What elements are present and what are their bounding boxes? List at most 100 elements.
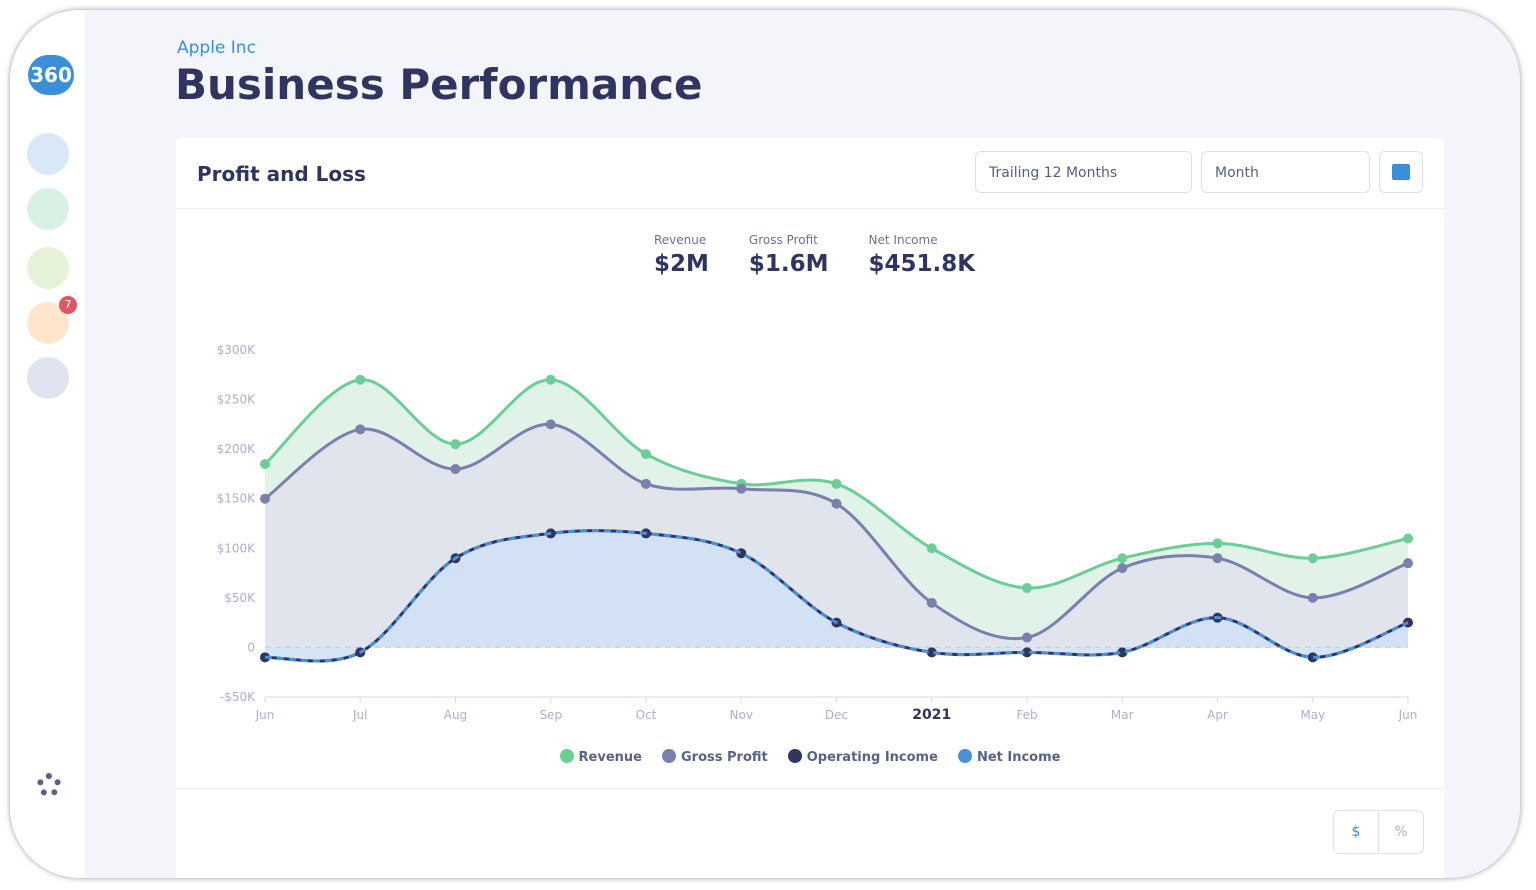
app-frame: 360 7 Apple Inc Business Performance Pro… (10, 10, 1520, 878)
kpi-row: Revenue $2M Gross Profit $1.6M Net Income $45… (654, 233, 975, 277)
point (641, 449, 651, 460)
toggle-option[interactable]: % (1378, 811, 1423, 853)
point (926, 647, 937, 658)
x-tick-label: Apr (1207, 708, 1228, 722)
legend-item[interactable]: Net Income (957, 749, 1061, 765)
point (736, 483, 747, 494)
page-title: Business Performance (175, 60, 703, 109)
calendar-button[interactable] (1379, 151, 1423, 193)
settings[interactable] (37, 773, 61, 797)
x-tick-label: Jun (1398, 708, 1418, 722)
point (1022, 647, 1032, 658)
x-tick-label: Jun (255, 708, 275, 722)
point (831, 478, 842, 489)
legend-dot (559, 749, 574, 763)
x-tick-label: 2021 (912, 707, 951, 723)
point (1212, 553, 1223, 564)
company: Apple Inc (177, 38, 256, 58)
legend-dot (661, 749, 676, 763)
point (1117, 553, 1128, 564)
kpi: Net Income $451.8K (869, 233, 976, 277)
legend-label: Net Income (976, 750, 1061, 765)
point (1403, 558, 1413, 569)
point (1117, 647, 1128, 658)
point (355, 374, 366, 385)
point (1307, 553, 1318, 564)
x-tick-label: May (1300, 708, 1325, 722)
x-tick-label: Jul (352, 708, 367, 722)
y-tick-label: -$50K (220, 690, 256, 704)
legend: Revenue Gross Profit Operating Income Net I… (176, 749, 1444, 765)
granularity-select[interactable]: Month (1201, 151, 1370, 193)
y-tick-label: $300K (217, 343, 257, 357)
point (260, 652, 270, 663)
legend-label: Operating Income (806, 750, 938, 765)
x-tick-label: Sep (539, 708, 562, 722)
logo[interactable]: 360 (28, 55, 74, 95)
y-tick-label: $250K (217, 393, 257, 407)
period-select[interactable]: Trailing 12 Months (975, 151, 1192, 193)
legend-item[interactable]: Revenue (559, 749, 642, 765)
kpi: Revenue $2M (654, 233, 709, 277)
point (1022, 632, 1032, 643)
point (355, 424, 366, 435)
point (641, 478, 651, 489)
nav-cash[interactable] (27, 188, 69, 230)
legend-label: Revenue (578, 750, 642, 765)
badge: 7 (59, 296, 77, 314)
point (1117, 563, 1128, 574)
point (1403, 533, 1413, 544)
y-tick-label: $100K (217, 541, 257, 555)
point (450, 463, 461, 474)
pl-card: Profit and Loss Trailing 12 Months Month… (176, 138, 1444, 878)
point (1307, 652, 1318, 663)
point (1022, 582, 1032, 593)
series-line (263, 378, 1409, 590)
nav-people[interactable] (27, 247, 69, 289)
y-tick-label: $150K (217, 492, 257, 506)
series-line (264, 529, 1409, 663)
chart: -$50K 0 $50K $100K $150K $200K $250K $300K Jun Ju… (217, 343, 1418, 723)
x-tick-label: Aug (444, 708, 467, 722)
toggle-option[interactable]: $ (1351, 824, 1361, 840)
nav-store[interactable] (27, 357, 69, 399)
kpi-label: Net Income (868, 233, 938, 247)
x-tick-label: Mar (1111, 708, 1134, 722)
sidebar: 360 7 (10, 10, 85, 878)
point (1212, 538, 1223, 549)
divider (176, 788, 1444, 789)
point (545, 374, 556, 385)
kpi: Gross Profit $1.6M (749, 233, 829, 277)
point (545, 419, 556, 430)
x-tick-label: Dec (825, 708, 848, 722)
area (265, 530, 1408, 662)
y-tick-label: 0 (247, 640, 255, 654)
divider (176, 208, 1444, 209)
legend-dot (957, 749, 972, 763)
y-tick-label: $200K (217, 442, 257, 456)
legend-label: Gross Profit (680, 750, 768, 765)
card-title: Profit and Loss (197, 162, 366, 186)
x-tick-label: Nov (730, 708, 753, 722)
kpi-label: Revenue (654, 233, 707, 247)
x-tick-label: Oct (636, 708, 657, 722)
point (260, 459, 270, 470)
kpi-value: $451.8K (868, 251, 976, 277)
point (926, 597, 937, 608)
point (831, 498, 842, 509)
y-tick-label: $50K (224, 591, 256, 605)
point (1307, 592, 1318, 603)
kpi-label: Gross Profit (748, 233, 818, 247)
legend-item[interactable]: Gross Profit (661, 749, 768, 765)
point (926, 543, 937, 554)
nav-performance[interactable] (27, 133, 69, 175)
legend-item[interactable]: Operating Income (787, 749, 938, 765)
x-tick-label: Feb (1016, 708, 1037, 722)
point (450, 439, 461, 450)
legend-dot (787, 749, 802, 763)
kpi-value: $1.6M (748, 251, 829, 277)
unit-toggle: $% (1333, 810, 1424, 854)
point (260, 493, 270, 504)
kpi-value: $2M (654, 251, 709, 277)
